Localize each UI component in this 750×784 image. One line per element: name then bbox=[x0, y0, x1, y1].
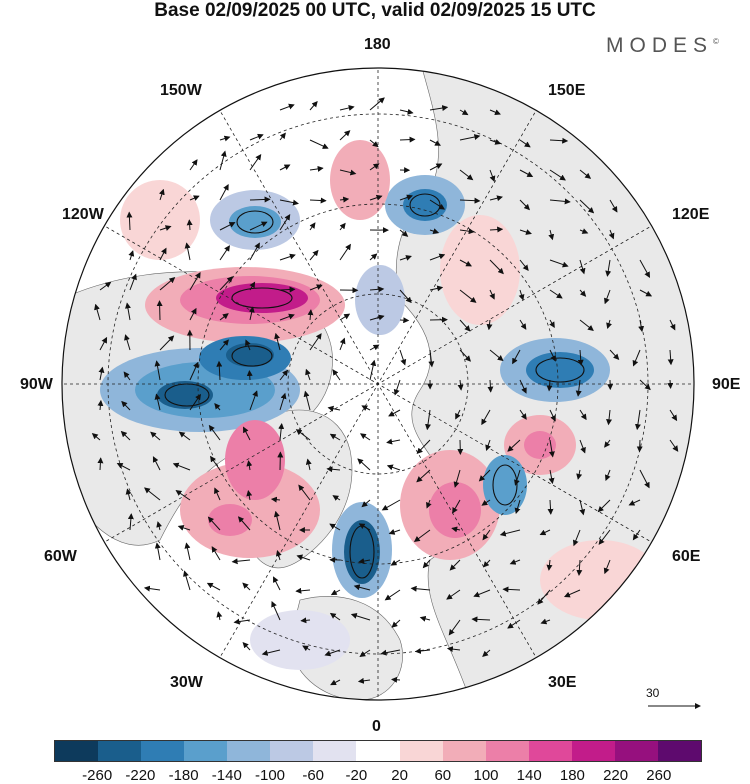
colorbar-swatch bbox=[98, 741, 141, 761]
colorbar-swatch bbox=[141, 741, 184, 761]
wind-vector bbox=[250, 199, 270, 200]
colorbar-tick-label: -60 bbox=[302, 767, 324, 784]
lon-label-150w: 150W bbox=[160, 82, 202, 100]
colorbar-swatch bbox=[486, 741, 529, 761]
wind-vector bbox=[400, 320, 408, 321]
reference-vector-label: 30 bbox=[646, 686, 659, 700]
lon-label-60e: 60E bbox=[672, 548, 700, 566]
colorbar-swatch bbox=[184, 741, 227, 761]
wind-vector bbox=[400, 139, 415, 140]
colorbar-swatch bbox=[529, 741, 572, 761]
lon-label-30w: 30W bbox=[170, 674, 203, 692]
wind-vector bbox=[280, 289, 295, 290]
colorbar-tick-label: -220 bbox=[125, 767, 155, 784]
wind-vector bbox=[160, 301, 161, 320]
colorbar-tick-label: -260 bbox=[82, 767, 112, 784]
lon-label-120w: 120W bbox=[62, 206, 104, 224]
colorbar-tick-label: -140 bbox=[212, 767, 242, 784]
colorbar-tick-label: -180 bbox=[169, 767, 199, 784]
lon-label-90w: 90W bbox=[20, 376, 53, 394]
colorbar-swatch bbox=[356, 741, 399, 761]
colorbar-tick-label: -100 bbox=[255, 767, 285, 784]
colorbar-tick-label: 100 bbox=[473, 767, 498, 784]
lon-label-60w: 60W bbox=[44, 548, 77, 566]
lon-label-150e: 150E bbox=[548, 82, 585, 100]
colorbar-tick-label: 140 bbox=[517, 767, 542, 784]
colorbar-swatch bbox=[443, 741, 486, 761]
lon-label-90e: 90E bbox=[712, 376, 740, 394]
colorbar-tick-label: 180 bbox=[560, 767, 585, 784]
graticule bbox=[52, 58, 704, 710]
colorbar-tick-label: -20 bbox=[346, 767, 368, 784]
wind-vector bbox=[100, 458, 101, 470]
colorbar-tick-label: 60 bbox=[434, 767, 451, 784]
wind-vector bbox=[392, 679, 400, 680]
wind-vector bbox=[490, 380, 491, 392]
wind-vector bbox=[670, 380, 671, 388]
colorbar-swatch bbox=[227, 741, 270, 761]
colorbar-tick-label: 260 bbox=[646, 767, 671, 784]
lon-label-120e: 120E bbox=[672, 206, 709, 224]
colorbar-swatch bbox=[658, 741, 701, 761]
lon-label-0: 0 bbox=[372, 718, 381, 736]
wind-vector bbox=[249, 371, 250, 380]
colorbar-swatch bbox=[615, 741, 658, 761]
wind-vector bbox=[310, 200, 326, 201]
colorbar-tick-label: 220 bbox=[603, 767, 628, 784]
colorbar bbox=[54, 740, 702, 762]
colorbar-swatch bbox=[313, 741, 356, 761]
colorbar-tick-label: 20 bbox=[391, 767, 408, 784]
colorbar-swatch bbox=[572, 741, 615, 761]
colorbar-swatch bbox=[400, 741, 443, 761]
lon-label-180: 180 bbox=[364, 36, 391, 54]
wind-vector bbox=[640, 440, 641, 451]
lon-label-30e: 30E bbox=[548, 674, 576, 692]
wind-vector bbox=[189, 220, 190, 230]
colorbar-swatch bbox=[270, 741, 313, 761]
colorbar-swatch bbox=[55, 741, 98, 761]
